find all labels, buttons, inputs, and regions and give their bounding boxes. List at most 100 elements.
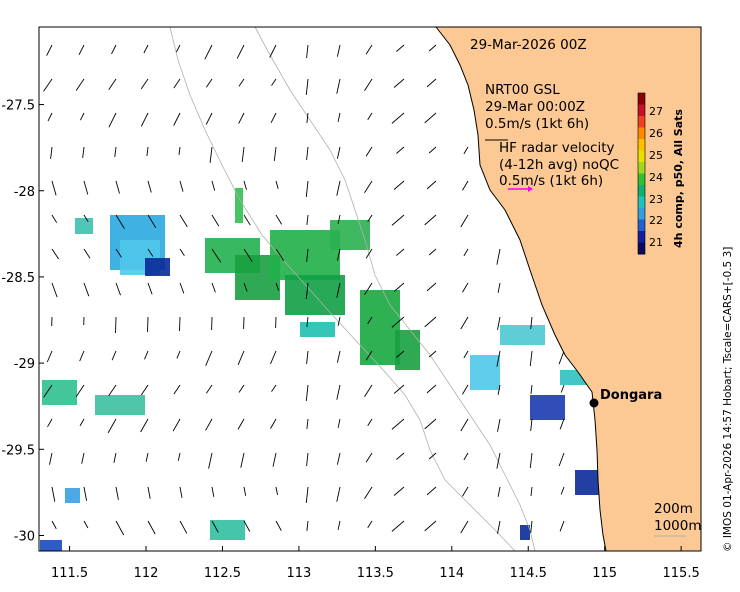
colorbar-segment <box>638 185 645 197</box>
colorbar-tick-label: 27 <box>649 105 663 118</box>
current-arrow <box>497 520 501 534</box>
current-arrow <box>206 384 213 394</box>
current-arrow <box>237 418 245 430</box>
map-time-title: 29-Mar-2026 00Z <box>470 37 587 53</box>
current-arrow <box>529 452 533 468</box>
current-arrow <box>51 282 58 298</box>
current-arrow <box>306 418 309 429</box>
current-arrow <box>367 112 373 121</box>
colorbar-segment <box>638 93 645 105</box>
current-arrow <box>51 214 58 223</box>
current-arrow <box>306 452 309 466</box>
sst-patch <box>270 230 340 280</box>
current-arrow <box>47 112 53 122</box>
current-arrow <box>364 486 373 500</box>
current-arrow <box>270 350 277 365</box>
land-mass <box>434 26 702 552</box>
colorbar-tick-label: 23 <box>649 193 663 206</box>
current-arrow <box>243 486 247 496</box>
current-arrow <box>391 214 405 226</box>
current-arrow <box>391 520 405 532</box>
current-arrow <box>115 180 120 194</box>
current-arrow <box>79 418 85 427</box>
current-arrow <box>424 316 437 328</box>
current-arrow <box>270 418 277 429</box>
x-tick-label: 114 <box>439 566 464 581</box>
current-arrow <box>179 282 185 294</box>
current-arrow <box>337 316 341 326</box>
sst-patch <box>520 525 530 540</box>
current-arrow <box>211 248 222 263</box>
y-tick-label: -30 <box>14 529 35 544</box>
current-arrow <box>426 486 437 496</box>
sst-patch <box>395 330 420 370</box>
current-arrow <box>391 112 405 124</box>
current-arrow <box>79 112 85 121</box>
current-arrow <box>426 78 437 88</box>
current-arrow <box>206 78 213 88</box>
current-arrow <box>426 282 437 292</box>
current-arrow <box>367 418 373 427</box>
current-arrow <box>367 316 373 325</box>
current-arrow <box>51 248 59 260</box>
colorbar-segment <box>638 242 645 255</box>
current-arrow <box>336 180 341 196</box>
current-arrow <box>336 146 341 159</box>
current-arrow <box>140 78 149 90</box>
current-arrow <box>115 520 125 536</box>
colorbar-segment <box>638 127 645 140</box>
current-arrow <box>272 452 277 467</box>
current-arrow <box>393 78 405 88</box>
current-arrow <box>81 452 85 464</box>
current-arrow <box>337 112 341 122</box>
current-arrow <box>115 214 125 229</box>
current-arrow <box>143 44 149 54</box>
current-arrow <box>176 350 181 359</box>
colorbar-segment <box>638 139 645 151</box>
current-arrow <box>243 180 247 190</box>
current-arrow <box>365 248 373 259</box>
current-arrow <box>558 452 565 467</box>
current-arrow <box>497 418 501 432</box>
current-arrow <box>364 78 373 92</box>
current-arrow <box>367 214 373 223</box>
colorbar-tick-label: 22 <box>649 214 663 227</box>
current-arrow <box>115 486 119 500</box>
colorbar-title: 4h comp, p50, All Sats <box>672 109 685 248</box>
current-arrow <box>424 520 437 532</box>
current-arrow <box>172 418 181 432</box>
y-tick-label: -28.5 <box>1 271 35 286</box>
current-arrow <box>173 112 181 126</box>
x-tick-label: 113 <box>286 566 311 581</box>
current-arrow <box>365 350 373 361</box>
current-arrow <box>428 44 437 52</box>
current-arrow <box>305 282 309 299</box>
current-arrow <box>82 146 85 158</box>
current-arrow <box>269 44 277 58</box>
current-arrow <box>306 350 309 364</box>
current-arrow <box>147 282 153 295</box>
current-arrow <box>140 418 149 433</box>
current-arrow <box>365 146 373 157</box>
colorbar: 27 26 25 24 23 22 21 <box>637 92 663 255</box>
current-arrow <box>275 214 283 225</box>
current-arrow <box>211 520 219 533</box>
current-arrow <box>115 316 117 334</box>
sst-patch <box>95 395 145 415</box>
sst-patch <box>500 325 545 345</box>
model-scale: 0.5m/s (1kt 6h) <box>485 116 589 132</box>
current-arrow <box>497 282 501 293</box>
sst-patch <box>210 520 245 540</box>
current-arrow <box>306 146 309 160</box>
current-arrow <box>306 112 309 123</box>
x-tick-label: 112.5 <box>204 566 241 581</box>
current-arrow <box>496 248 501 265</box>
colorbar-segment <box>638 150 645 163</box>
y-tick-label: -27.5 <box>1 99 35 114</box>
current-arrow <box>179 486 183 498</box>
current-arrow <box>179 316 181 332</box>
current-arrow <box>75 78 85 91</box>
current-arrow <box>108 112 117 128</box>
current-arrow <box>306 248 309 262</box>
colorbar-segment <box>638 162 645 174</box>
